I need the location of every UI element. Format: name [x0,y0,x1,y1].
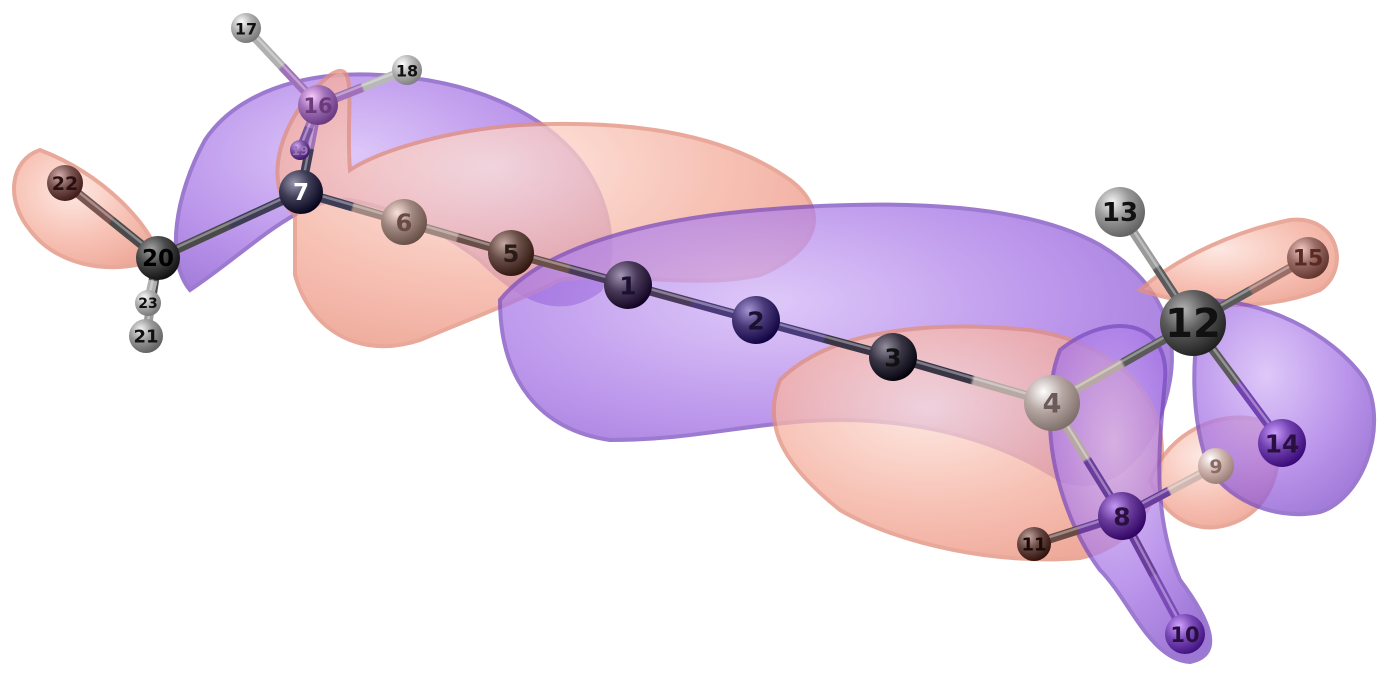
atom-5: 5 [488,230,534,276]
atom-22: 22 [47,165,83,201]
atom-sphere-2 [732,296,780,344]
atom-8: 8 [1098,492,1146,540]
orbital-isosurface-lobes [12,68,1377,665]
atom-14: 14 [1258,419,1306,467]
atom-sphere-14 [1258,419,1306,467]
atom-label-14: 14 [1265,430,1300,459]
atom-label-23: 23 [138,296,157,312]
atom-sphere-13 [1095,187,1145,237]
atom-9: 9 [1198,448,1234,484]
atom-label-12: 12 [1165,301,1221,347]
bond-highlight-3-4 [891,353,1054,403]
atom-sphere-7 [279,170,323,214]
atom-label-8: 8 [1113,503,1130,532]
atom-label-19: 19 [292,144,309,158]
atom-label-5: 5 [503,240,520,268]
negative-lobe-right-tip [1192,297,1377,517]
atom-2: 2 [732,296,780,344]
bond-highlight-7-20 [156,188,303,258]
atom-17: 17 [231,13,261,43]
atom-19: 19 [290,140,310,160]
atom-label-1: 1 [619,272,636,301]
atom-label-21: 21 [133,327,158,348]
atom-3: 3 [869,333,917,381]
bond-7-20 [153,187,306,263]
atom-7: 7 [279,170,323,214]
atom-label-4: 4 [1043,389,1062,420]
atom-sphere-23 [135,290,161,316]
atom-label-13: 13 [1102,198,1138,228]
atom-label-9: 9 [1209,456,1222,478]
atom-13: 13 [1095,187,1145,237]
atom-sphere-3 [869,333,917,381]
atom-label-18: 18 [396,62,418,81]
atom-label-22: 22 [52,173,78,195]
atom-sphere-12 [1160,290,1226,356]
atom-sphere-6 [381,199,427,245]
atom-sphere-15 [1287,237,1329,279]
atom-12: 12 [1160,290,1226,356]
atom-sphere-17 [231,13,261,43]
atom-label-17: 17 [235,20,257,39]
atom-sphere-22 [47,165,83,201]
atom-18: 18 [392,55,422,85]
atom-4: 4 [1024,375,1080,431]
atom-label-16: 16 [303,94,332,118]
atom-sphere-11 [1017,527,1051,561]
atom-6: 6 [381,199,427,245]
atom-20: 20 [136,236,180,280]
atom-label-10: 10 [1170,623,1199,647]
atom-label-6: 6 [396,209,413,237]
atom-label-15: 15 [1293,247,1324,272]
atom-sphere-20 [136,236,180,280]
atom-21: 21 [129,319,163,353]
atom-23: 23 [135,290,161,316]
atom-1: 1 [604,261,652,309]
atom-label-20: 20 [142,246,174,272]
atom-sphere-19 [290,140,310,160]
atom-sphere-9 [1198,448,1234,484]
atom-sphere-8 [1098,492,1146,540]
atom-sphere-4 [1024,375,1080,431]
atom-16: 16 [298,85,338,125]
atom-sphere-21 [129,319,163,353]
atom-label-2: 2 [747,307,764,336]
atom-sphere-5 [488,230,534,276]
atom-11: 11 [1017,527,1051,561]
atom-sphere-18 [392,55,422,85]
atoms-layer: 17 18 16 19 22 7 13 6 5 15 20 1 23 2 12 21 3 4 14 9 8 11 10 [47,13,1329,654]
atom-label-11: 11 [1021,535,1046,556]
atom-sphere-10 [1165,614,1205,654]
atom-label-3: 3 [884,344,901,373]
atom-10: 10 [1165,614,1205,654]
atom-sphere-16 [298,85,338,125]
atom-sphere-1 [604,261,652,309]
atom-label-7: 7 [293,180,309,206]
atom-15: 15 [1287,237,1329,279]
